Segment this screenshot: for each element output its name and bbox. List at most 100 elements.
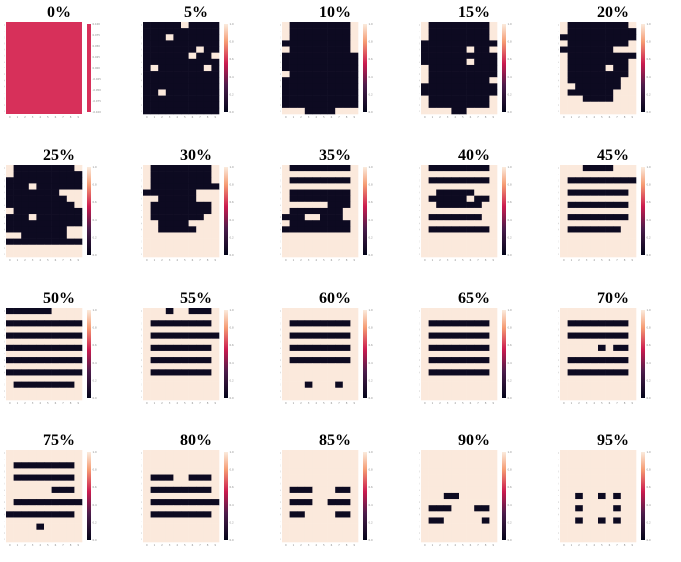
heatmap-cell	[459, 326, 467, 333]
heatmap-cell	[304, 46, 313, 53]
heatmap-cell	[628, 320, 637, 327]
heatmap-cell	[421, 492, 429, 500]
heatmap-cell	[297, 101, 306, 109]
colorbar-tick-label: 1.0	[369, 450, 373, 454]
heatmap-cell	[590, 46, 599, 53]
heatmap-cell	[620, 308, 629, 315]
heatmap-cell	[342, 46, 351, 53]
heatmap-cell	[28, 308, 37, 315]
heatmap-cell	[451, 511, 460, 518]
heatmap-cell	[36, 332, 45, 339]
y-tick-label: 12	[419, 240, 420, 244]
heatmap-cell	[489, 326, 498, 333]
heatmap-cell	[582, 499, 591, 506]
colorbar-tick-label: 0.0	[647, 253, 651, 257]
heatmap-cell	[327, 505, 336, 512]
heatmap-cell	[143, 22, 151, 29]
heatmap-cell	[320, 177, 328, 184]
heatmap-cell	[181, 34, 189, 41]
heatmap-cell	[13, 171, 22, 178]
heatmap-cell	[13, 468, 22, 475]
heatmap-cell	[421, 308, 429, 315]
heatmap-cell	[481, 350, 490, 358]
y-tick-label: 5	[280, 340, 281, 344]
heatmap-cell	[36, 165, 45, 172]
heatmap-cell	[342, 244, 351, 252]
heatmap-cell	[150, 468, 159, 475]
heatmap-grid: 0%012345678910111213140123456789-0.100-0…	[4, 4, 651, 547]
heatmap-cell	[613, 95, 622, 103]
heatmap-panel: 35%0123456789101112131401234567890.00.20…	[280, 147, 400, 277]
heatmap-cell	[567, 71, 576, 78]
heatmap-cell	[459, 363, 467, 370]
heatmap-cell	[297, 369, 306, 376]
heatmap-cell	[575, 456, 584, 463]
x-tick-label: 5	[184, 115, 186, 119]
x-tick-label: 6	[192, 115, 194, 119]
y-tick-label: 8	[419, 358, 420, 362]
heatmap-cell	[282, 183, 290, 190]
colorbar-tick-label: 0.2	[508, 520, 512, 524]
heatmap-cell	[6, 338, 14, 346]
y-tick-label: 5	[4, 340, 5, 344]
heatmap-cell	[158, 529, 167, 537]
heatmap-cell	[428, 220, 437, 227]
y-tick-label: 4	[280, 48, 281, 52]
heatmap-cell	[59, 511, 68, 518]
heatmap-cell	[560, 505, 568, 512]
heatmap-cell	[297, 64, 306, 72]
heatmap-cell	[282, 492, 290, 500]
heatmap-cell	[613, 363, 622, 370]
heatmap-cell	[474, 34, 483, 41]
heatmap-cell	[181, 450, 189, 457]
heatmap-cell	[613, 89, 622, 96]
heatmap-cell	[143, 165, 151, 172]
heatmap-cell	[451, 393, 460, 401]
heatmap-cell	[320, 226, 328, 233]
heatmap-svg: 0123456789101112131401234567890.00.20.40…	[141, 450, 234, 547]
x-tick-label: 2	[578, 543, 580, 547]
heatmap-cell	[304, 71, 313, 78]
heatmap-cell	[489, 232, 498, 239]
heatmap-cell	[211, 350, 220, 358]
heatmap-svg: 0123456789101112131401234567890.00.20.40…	[558, 450, 651, 547]
heatmap-cell	[466, 350, 475, 358]
heatmap-cell	[312, 381, 321, 389]
heatmap-cell	[282, 83, 290, 90]
y-tick-label: 11	[558, 234, 559, 238]
heatmap-cell	[173, 387, 182, 395]
heatmap-cell	[628, 220, 637, 227]
heatmap-cell	[312, 89, 321, 96]
heatmap-cell	[620, 238, 629, 246]
heatmap-cell	[165, 40, 174, 47]
heatmap-cell	[181, 95, 189, 103]
colorbar-tick-label: 0.6	[230, 485, 234, 489]
heatmap-cell	[181, 499, 189, 506]
heatmap-cell	[28, 183, 37, 190]
heatmap-cell	[489, 369, 498, 376]
heatmap-cell	[28, 381, 37, 389]
y-tick-label: 6	[280, 60, 281, 64]
heatmap-cell	[44, 244, 52, 252]
y-tick-label: 12	[558, 97, 559, 101]
y-tick-label: 0	[280, 166, 281, 170]
heatmap-cell	[598, 232, 606, 239]
heatmap-cell	[196, 338, 205, 346]
heatmap-cell	[342, 326, 351, 333]
x-tick-label: 0	[146, 401, 148, 405]
heatmap-cell	[342, 393, 351, 401]
heatmap-cell	[327, 474, 336, 481]
y-tick-label: 13	[280, 531, 281, 535]
y-tick-label: 10	[280, 227, 281, 231]
heatmap-cell	[421, 83, 429, 90]
heatmap-cell	[428, 314, 437, 321]
heatmap-cell	[312, 332, 321, 339]
y-tick-label: 3	[141, 41, 142, 45]
heatmap-cell	[165, 505, 174, 512]
heatmap-cell	[560, 71, 568, 78]
heatmap-cell	[590, 244, 599, 252]
heatmap-cell	[312, 350, 321, 358]
heatmap-cell	[451, 363, 460, 370]
heatmap-cell	[188, 499, 197, 506]
heatmap-cell	[6, 468, 14, 475]
